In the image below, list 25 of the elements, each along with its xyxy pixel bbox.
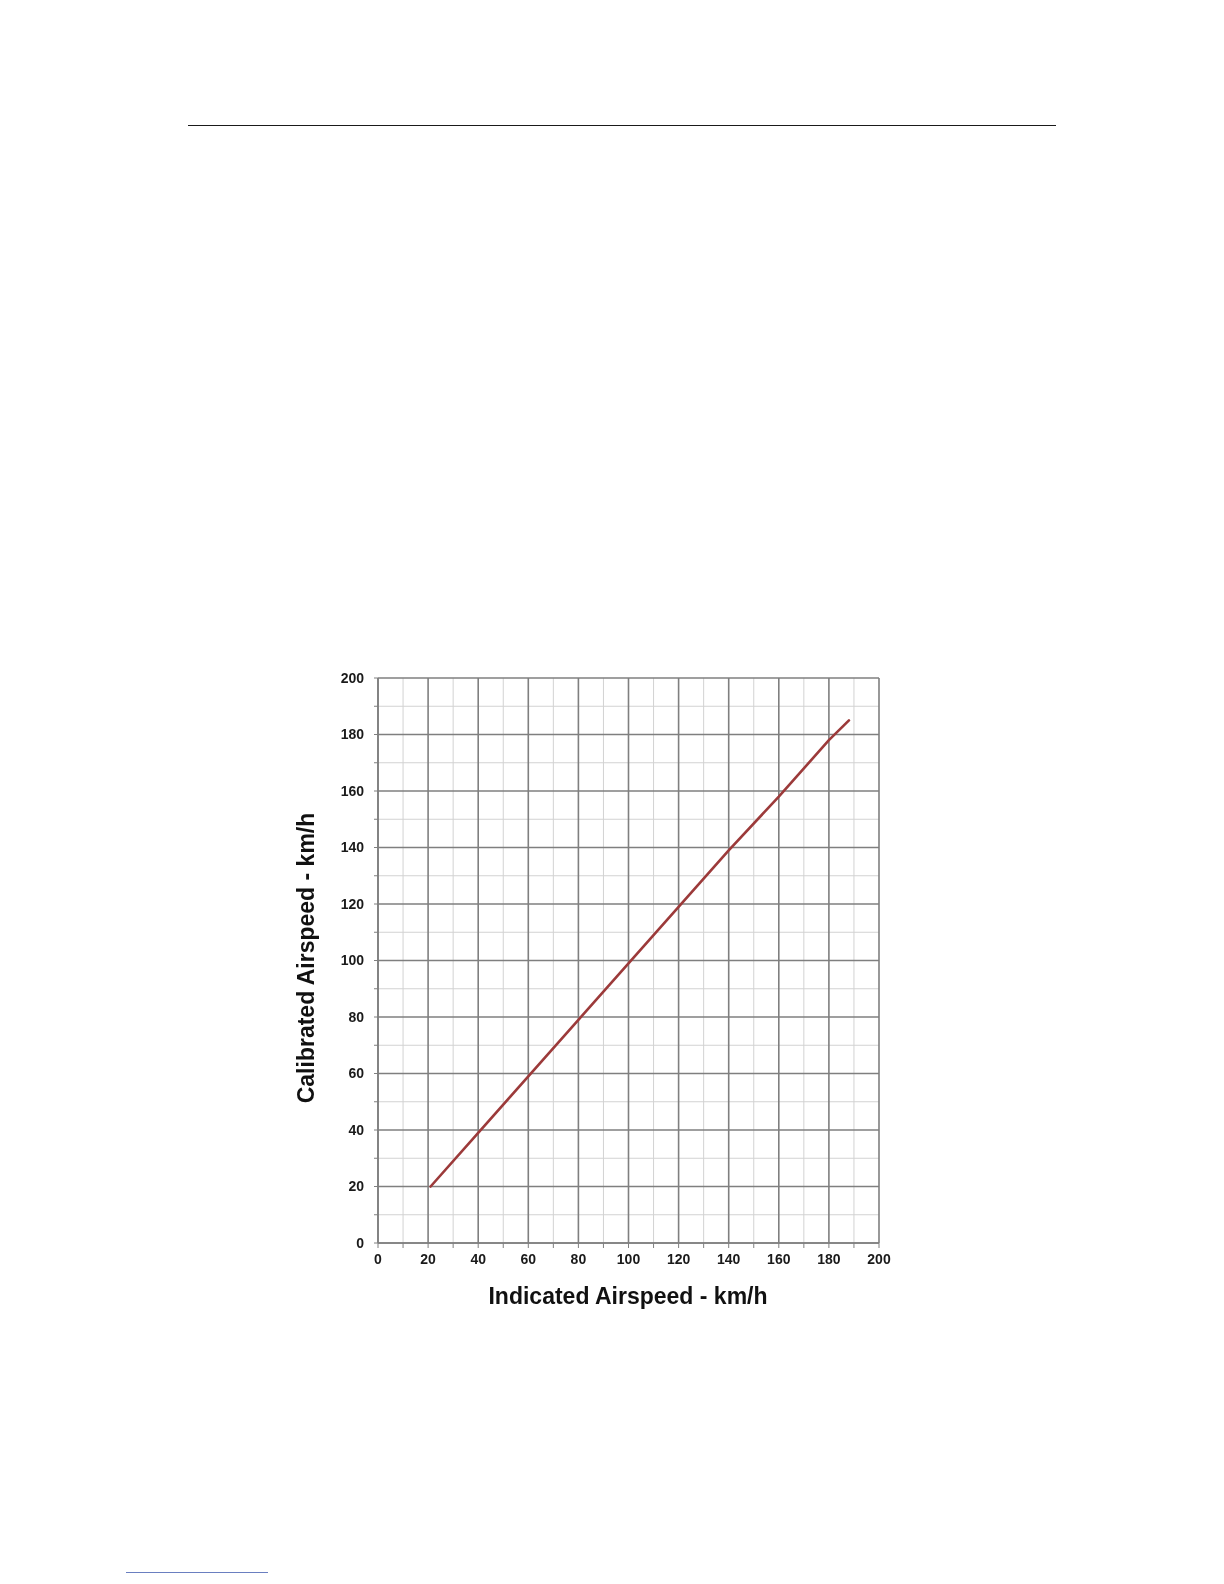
y-tick-label: 120: [340, 895, 365, 912]
y-tick-label: 0: [356, 1234, 365, 1251]
y-tick-label: 80: [348, 1008, 365, 1025]
x-tick-label: 0: [374, 1250, 383, 1267]
x-axis-title: Indicated Airspeed - km/h: [488, 1282, 768, 1310]
x-tick-label: 60: [520, 1250, 537, 1267]
x-tick-label: 80: [570, 1250, 587, 1267]
x-tick-label: 20: [420, 1250, 437, 1267]
x-tick-label: 160: [767, 1250, 791, 1267]
y-tick-label: 140: [340, 839, 365, 856]
y-tick-label: 60: [348, 1065, 365, 1082]
y-tick-label: 100: [340, 952, 365, 969]
y-tick-label: 40: [348, 1121, 365, 1138]
x-tick-label: 180: [817, 1250, 841, 1267]
line-series: [429, 719, 851, 1188]
y-tick-label: 200: [340, 669, 365, 686]
x-tick-label: 120: [666, 1250, 691, 1267]
y-tick-label: 160: [340, 782, 365, 799]
y-tick-label: 180: [340, 726, 365, 743]
x-tick-label: 40: [470, 1250, 487, 1267]
x-tick-label: 140: [717, 1250, 741, 1267]
x-tick-label: 200: [867, 1250, 891, 1267]
y-axis-title: Calibrated Airspeed - km/h: [292, 812, 320, 1104]
y-tick-label: 20: [348, 1178, 365, 1195]
x-tick-label: 100: [616, 1250, 641, 1267]
